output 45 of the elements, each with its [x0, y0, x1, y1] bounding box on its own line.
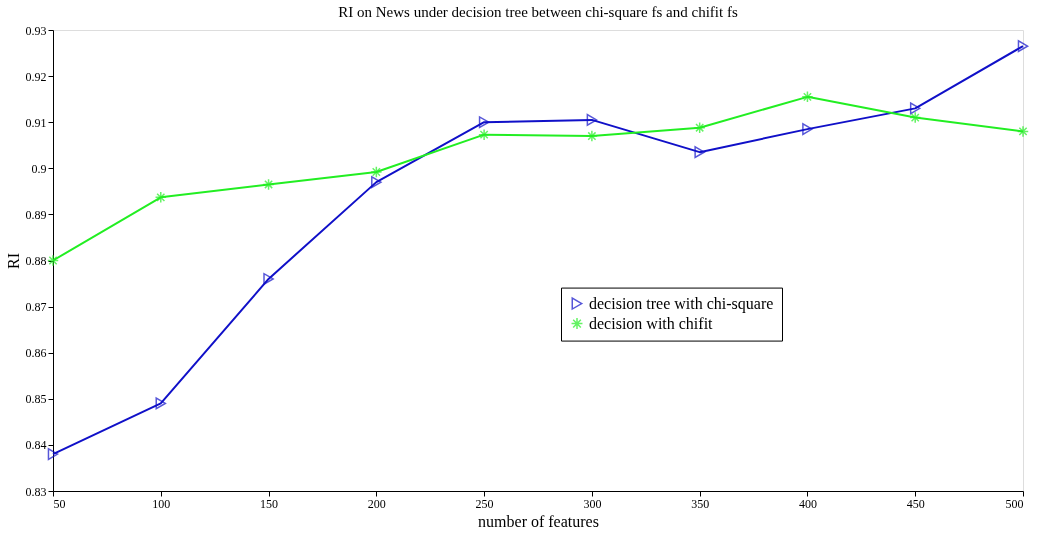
chart-title: RI on News under decision tree between chi-square fs and chifit fs: [338, 4, 738, 20]
x-tick-label: 250: [475, 496, 494, 511]
point: [694, 146, 705, 159]
x-tick-label: 100: [152, 496, 171, 511]
y-tick-label: 0.87: [25, 300, 47, 315]
legend-label: decision tree with chi-square: [589, 294, 774, 313]
y-tick-label: 0.83: [25, 484, 47, 499]
x-tick-label: 350: [691, 496, 710, 511]
point: [693, 121, 706, 134]
point: [802, 123, 813, 136]
point: [47, 448, 59, 461]
point: [370, 165, 383, 178]
point: [1017, 40, 1029, 53]
point: [909, 102, 921, 115]
legend-label: decision with chifit: [589, 314, 714, 332]
point: [909, 111, 922, 124]
x-tick-label: 200: [367, 496, 386, 511]
x-tick-label: 500: [1005, 496, 1024, 511]
y-tick-label: 0.88: [25, 254, 47, 268]
point: [1017, 125, 1029, 138]
y-tick-label: 0.93: [25, 23, 47, 38]
point: [478, 128, 491, 141]
point: [155, 397, 167, 410]
x-tick-label: 300: [583, 496, 602, 511]
point: [154, 191, 167, 204]
point: [801, 90, 814, 103]
x-tick-label: 450: [906, 496, 925, 511]
x-tick-label: 400: [798, 496, 817, 511]
y-axis-title: RI: [4, 253, 22, 269]
point: [478, 116, 490, 129]
point: [263, 272, 274, 285]
y-tick-label: 0.86: [25, 346, 47, 361]
y-tick-label: 0.92: [25, 69, 47, 84]
y-tick-label: 0.91: [25, 115, 47, 130]
y-tick-label: 0.89: [25, 207, 47, 222]
point: [47, 254, 59, 267]
x-tick-label: 50: [53, 496, 66, 511]
y-tick-label: 0.9: [31, 161, 47, 176]
point: [371, 176, 382, 189]
y-tick-label: 0.84: [25, 438, 47, 453]
x-tick-label: 150: [260, 496, 279, 511]
x-axis-title: number of features: [478, 512, 599, 530]
point: [262, 178, 275, 191]
point: [586, 113, 598, 126]
y-tick-label: 0.85: [25, 392, 47, 407]
